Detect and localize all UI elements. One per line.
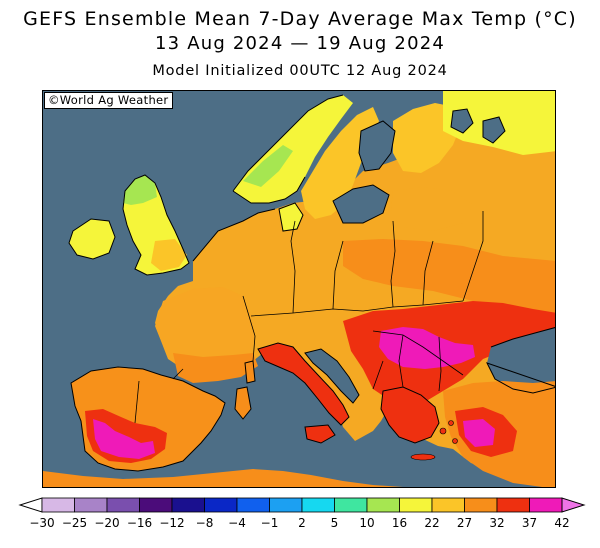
sweden bbox=[301, 107, 379, 219]
gulf-of-bothnia bbox=[359, 121, 395, 171]
colorbar-tick-label: −20 bbox=[94, 516, 120, 530]
map-title: GEFS Ensemble Mean 7-Day Average Max Tem… bbox=[23, 8, 577, 30]
colorbar-swatch bbox=[464, 497, 498, 513]
colorbar-swatch bbox=[204, 497, 238, 513]
colorbar-swatch bbox=[496, 497, 530, 513]
colorbar-swatch bbox=[399, 497, 433, 513]
eastern-europe-orange bbox=[343, 239, 555, 321]
colorbar-tick-label: −12 bbox=[159, 516, 185, 530]
lake-ladoga bbox=[451, 109, 473, 133]
norway-cool bbox=[243, 145, 293, 187]
date-range: 13 Aug 2024 — 19 Aug 2024 bbox=[154, 33, 446, 54]
country-borders bbox=[134, 211, 484, 424]
baltic-states bbox=[391, 187, 473, 231]
colorbar-tick-label: −8 bbox=[195, 516, 214, 530]
england-warm bbox=[151, 239, 187, 271]
baltic-sea bbox=[333, 185, 389, 223]
france-region bbox=[155, 287, 255, 373]
colorbar-tick-label: −16 bbox=[126, 516, 153, 530]
sardinia bbox=[235, 387, 251, 419]
colorbar-swatch bbox=[171, 497, 205, 513]
colorbar-tick-label: −1 bbox=[260, 516, 279, 530]
colorbar-low-arrow bbox=[18, 497, 43, 513]
colorbar-swatch bbox=[366, 497, 400, 513]
southern-france-hot bbox=[173, 353, 258, 383]
iberia-hottest-zone bbox=[93, 419, 155, 459]
scotland-cool bbox=[123, 175, 157, 205]
colorbar-swatch bbox=[106, 497, 140, 513]
colorbar-tick-label: 2 bbox=[298, 516, 306, 530]
denmark bbox=[279, 203, 303, 231]
colorbar-tick-label: 37 bbox=[521, 516, 538, 530]
colorbar-tick-label: 22 bbox=[424, 516, 440, 530]
greece bbox=[381, 387, 439, 443]
colorbar-swatch bbox=[139, 497, 173, 513]
colorbar-tick-label: −25 bbox=[61, 516, 88, 530]
ireland bbox=[69, 219, 115, 259]
aegean-islands bbox=[410, 420, 458, 461]
colorbar-tick-label: 32 bbox=[489, 516, 505, 530]
colorbar-tick-label: 42 bbox=[554, 516, 570, 530]
model-init-subtitle: Model Initialized 00UTC 12 Aug 2024 bbox=[152, 63, 448, 79]
colorbar-swatch bbox=[236, 497, 270, 513]
colorbar-tick-label: 27 bbox=[456, 516, 473, 530]
colorbar-tick-label: −30 bbox=[29, 516, 55, 530]
sicily bbox=[305, 425, 335, 443]
colorbar-swatch bbox=[529, 497, 563, 513]
colorbar-high-arrow bbox=[561, 497, 586, 513]
corsica bbox=[245, 361, 255, 383]
colorbar-tick-label: −4 bbox=[228, 516, 246, 530]
coastlines bbox=[68, 94, 555, 472]
colorbar-tick-label: 16 bbox=[391, 516, 408, 530]
anatolia-hottest bbox=[463, 419, 495, 447]
colorbar-tick-label: 5 bbox=[330, 516, 339, 530]
colorbar-swatch bbox=[301, 497, 335, 513]
colorbar-swatch bbox=[41, 497, 75, 513]
credit-label: ©World Ag Weather bbox=[44, 92, 174, 109]
north-africa bbox=[43, 469, 403, 487]
temperature-map bbox=[42, 90, 556, 488]
colorbar-swatch bbox=[334, 497, 368, 513]
colorbar-swatch bbox=[431, 497, 465, 513]
adriatic-sea bbox=[305, 349, 359, 403]
italy bbox=[258, 343, 349, 425]
colorbar bbox=[18, 497, 586, 513]
colorbar-swatch bbox=[74, 497, 108, 513]
colorbar-swatch bbox=[269, 497, 303, 513]
black-sea bbox=[487, 327, 555, 393]
colorbar-tick-label: 10 bbox=[359, 516, 375, 530]
